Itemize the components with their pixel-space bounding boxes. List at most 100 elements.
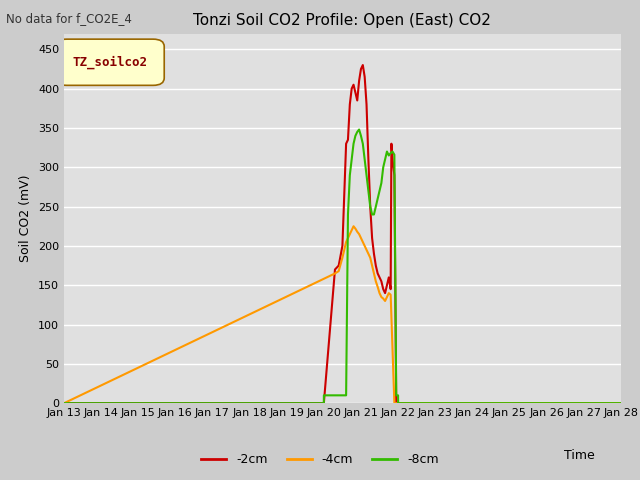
-8cm <box>348 156 355 162</box>
-8cm <box>351 133 359 139</box>
-4cm <box>363 247 371 253</box>
-2cm <box>320 400 328 406</box>
-8cm <box>376 188 383 194</box>
-4cm <box>353 229 361 235</box>
-2cm <box>331 266 339 272</box>
-4cm <box>60 400 68 406</box>
-2cm <box>351 90 359 96</box>
-2cm <box>380 286 387 292</box>
-2cm <box>339 243 346 249</box>
-8cm <box>365 188 372 194</box>
-8cm <box>366 204 374 209</box>
-4cm <box>359 239 367 245</box>
Line: -8cm: -8cm <box>64 130 621 403</box>
-8cm <box>331 393 339 398</box>
-2cm <box>372 263 380 268</box>
-8cm <box>337 393 344 398</box>
-4cm <box>331 271 339 276</box>
-8cm <box>385 153 392 158</box>
-2cm <box>390 172 398 178</box>
-4cm <box>387 292 394 298</box>
-4cm <box>349 223 357 229</box>
-4cm <box>372 278 380 284</box>
Text: No data for f_CO2E_4: No data for f_CO2E_4 <box>6 12 132 25</box>
-2cm <box>349 82 357 87</box>
-8cm <box>357 133 365 139</box>
-4cm <box>361 243 369 249</box>
-2cm <box>365 156 372 162</box>
-2cm <box>385 275 392 280</box>
-4cm <box>617 400 625 406</box>
-2cm <box>392 400 400 406</box>
-2cm <box>363 101 371 107</box>
-4cm <box>355 231 363 237</box>
-8cm <box>342 393 350 398</box>
-4cm <box>376 290 383 296</box>
-8cm <box>374 196 381 202</box>
-8cm <box>394 393 402 398</box>
-4cm <box>370 271 378 276</box>
-8cm <box>359 141 367 146</box>
-2cm <box>387 286 394 292</box>
Legend: -2cm, -4cm, -8cm: -2cm, -4cm, -8cm <box>196 448 444 471</box>
-8cm <box>394 400 402 406</box>
-2cm <box>348 86 355 92</box>
-4cm <box>383 294 391 300</box>
-4cm <box>339 255 346 261</box>
-4cm <box>342 239 350 245</box>
FancyBboxPatch shape <box>56 39 164 85</box>
-2cm <box>617 400 625 406</box>
-2cm <box>353 97 361 103</box>
-8cm <box>380 165 387 170</box>
-2cm <box>374 271 381 276</box>
-8cm <box>378 180 385 186</box>
-2cm <box>376 275 383 280</box>
Line: -2cm: -2cm <box>64 65 621 403</box>
-4cm <box>366 255 374 261</box>
-4cm <box>335 268 342 274</box>
-8cm <box>320 400 328 406</box>
-8cm <box>370 212 378 217</box>
-2cm <box>388 141 396 146</box>
-8cm <box>361 156 369 162</box>
-2cm <box>344 137 352 143</box>
-8cm <box>346 172 354 178</box>
-4cm <box>378 294 385 300</box>
-8cm <box>339 393 346 398</box>
-2cm <box>370 251 378 257</box>
Line: -4cm: -4cm <box>64 226 621 403</box>
-2cm <box>359 62 367 68</box>
-8cm <box>390 152 398 157</box>
-8cm <box>344 212 352 217</box>
-8cm <box>387 150 394 156</box>
-4cm <box>374 284 381 290</box>
-4cm <box>380 296 387 301</box>
-8cm <box>355 127 363 132</box>
-8cm <box>60 400 68 406</box>
-2cm <box>381 290 389 296</box>
-2cm <box>335 263 342 268</box>
-4cm <box>344 235 352 241</box>
-2cm <box>355 78 363 84</box>
-4cm <box>346 231 354 237</box>
-8cm <box>383 149 391 155</box>
-2cm <box>342 141 350 146</box>
Title: Tonzi Soil CO2 Profile: Open (East) CO2: Tonzi Soil CO2 Profile: Open (East) CO2 <box>193 13 492 28</box>
-4cm <box>365 251 372 257</box>
-4cm <box>351 226 359 231</box>
-2cm <box>361 74 369 80</box>
-8cm <box>335 393 342 398</box>
-2cm <box>394 400 402 406</box>
-2cm <box>357 66 365 72</box>
-4cm <box>357 235 365 241</box>
-2cm <box>388 156 396 162</box>
-4cm <box>381 298 389 304</box>
-4cm <box>385 290 392 296</box>
-8cm <box>392 393 400 398</box>
-8cm <box>363 172 371 178</box>
-2cm <box>60 400 68 406</box>
-2cm <box>378 278 385 284</box>
-8cm <box>340 393 348 398</box>
-8cm <box>381 156 389 162</box>
-8cm <box>320 393 328 398</box>
